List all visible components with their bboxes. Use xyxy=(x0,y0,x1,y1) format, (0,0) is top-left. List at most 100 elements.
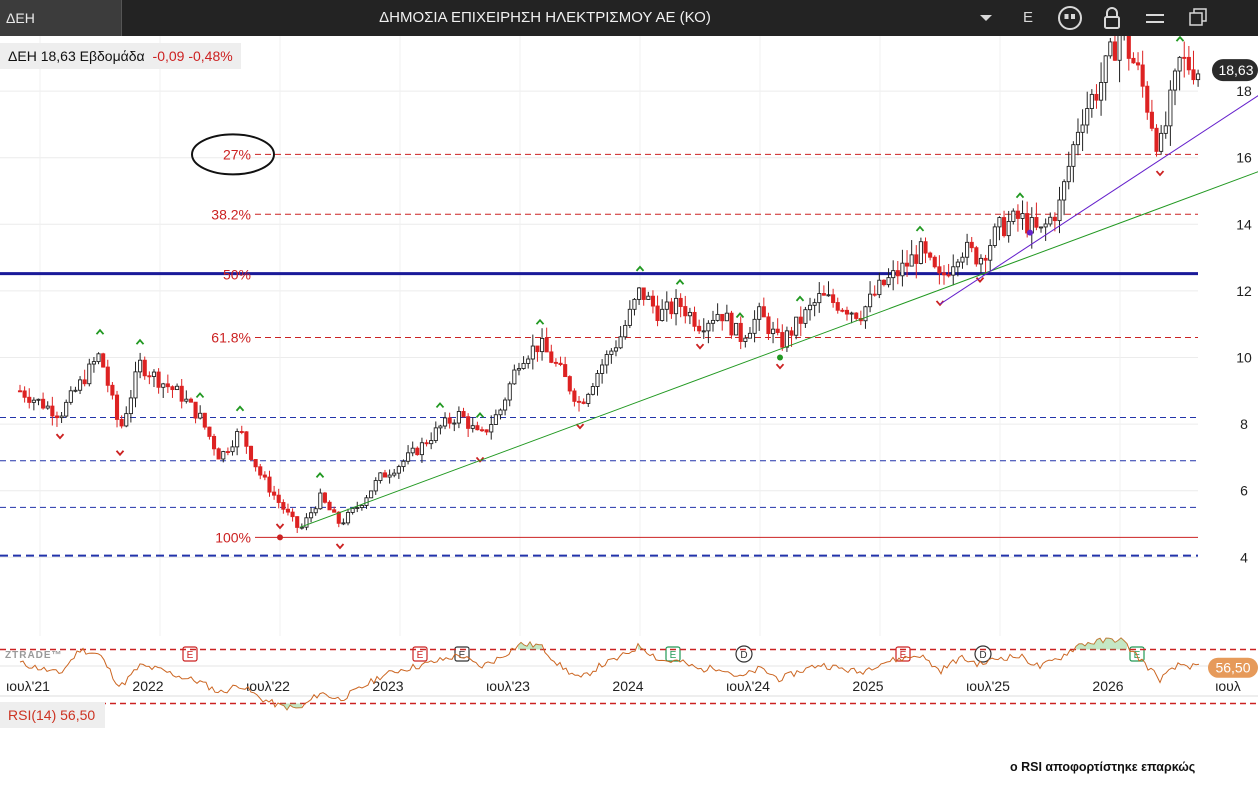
candle-down xyxy=(41,398,46,409)
candle-up xyxy=(1103,55,1108,83)
candle-down xyxy=(424,442,429,445)
swing-high-marker xyxy=(1015,192,1025,199)
anchor-dot-green xyxy=(777,354,783,361)
candle-up xyxy=(1085,108,1090,126)
candle-up xyxy=(1020,213,1025,219)
swing-low-marker xyxy=(335,543,345,550)
candle-down xyxy=(1131,57,1136,64)
candle-up xyxy=(817,293,822,304)
candle-up xyxy=(359,504,364,508)
swing-high-marker xyxy=(795,295,805,302)
candle-down xyxy=(253,459,258,468)
candle-down xyxy=(193,401,198,419)
swing-high-marker xyxy=(195,392,205,399)
candle-up xyxy=(396,466,401,474)
rsi-oversold-area xyxy=(281,703,302,710)
candle-up xyxy=(604,354,609,366)
y-tick-label: 18 xyxy=(1236,83,1252,99)
candle-up xyxy=(235,431,240,448)
candle-up xyxy=(807,304,813,311)
candle-down xyxy=(766,316,771,335)
swing-low-marker xyxy=(775,363,785,370)
candle-up xyxy=(59,415,64,419)
candle-up xyxy=(724,312,729,322)
chevron-down-icon[interactable] xyxy=(972,4,1000,32)
candle-down xyxy=(262,474,267,478)
candle-up xyxy=(627,308,632,326)
candle-up xyxy=(997,217,1002,228)
candle-up xyxy=(706,322,711,332)
minimize-icon[interactable] xyxy=(1141,4,1169,32)
candle-up xyxy=(886,277,891,286)
candle-down xyxy=(258,466,263,476)
candle-up xyxy=(442,417,448,427)
quote-icon[interactable] xyxy=(1056,4,1084,32)
candle-up xyxy=(350,507,355,513)
candle-down xyxy=(914,254,919,264)
candle-down xyxy=(54,415,60,419)
symbol-tab[interactable]: ΔΕΗ xyxy=(0,0,122,36)
x-tick-label: ιουλ'22 xyxy=(246,678,290,694)
candle-up xyxy=(198,412,203,419)
candle-up xyxy=(313,508,318,514)
candle-up xyxy=(1062,181,1067,201)
event-earnings-icon xyxy=(1129,646,1145,662)
lock-icon[interactable] xyxy=(1098,4,1126,32)
candle-down xyxy=(447,417,452,424)
candle-down xyxy=(101,353,106,368)
rsi-label-box: RSI(14) 56,50 xyxy=(0,702,106,728)
candle-down xyxy=(1094,93,1099,101)
candle-down xyxy=(1191,69,1196,81)
candle-up xyxy=(341,522,346,525)
swing-low-marker xyxy=(695,343,705,350)
candle-up xyxy=(124,413,129,427)
candle-down xyxy=(669,301,674,315)
candle-up xyxy=(1177,56,1182,72)
y-tick-label: 12 xyxy=(1236,283,1252,299)
price-chart[interactable]: 0%27%38.2%50%61.8%100% 46810121416182018… xyxy=(0,36,1258,798)
x-tick-label: 2024 xyxy=(612,678,643,694)
window-title: ΔΗΜΟΣΙΑ ΕΠΙΧΕΙΡΗΣΗ ΗΛΕΚΤΡΙΣΜΟΥ ΑΕ (ΚΟ) xyxy=(379,9,711,26)
candle-up xyxy=(757,306,762,320)
candle-down xyxy=(821,293,826,296)
rsi-overbought-area xyxy=(1076,637,1127,650)
swing-markers xyxy=(55,36,1185,550)
candle-up xyxy=(1066,165,1071,183)
rsi-note: ο RSI αποφορτίστηκε επαρκώς xyxy=(1010,760,1196,774)
candle-down xyxy=(1126,36,1131,59)
candle-down xyxy=(484,429,489,433)
candle-down xyxy=(775,328,780,333)
candle-up xyxy=(609,350,614,355)
fib-labels: 0%27%38.2%50%61.8%100% xyxy=(211,146,251,545)
candle-down xyxy=(1135,62,1141,66)
fib-label: 27% xyxy=(223,146,251,162)
candle-up xyxy=(378,472,383,481)
candle-up xyxy=(221,451,226,460)
candle-up xyxy=(687,311,692,317)
candle-down xyxy=(165,383,170,388)
candle-up xyxy=(918,241,923,264)
y-tick-label: 14 xyxy=(1236,216,1252,232)
candle-down xyxy=(27,396,32,403)
candle-down xyxy=(207,426,212,437)
candle-down xyxy=(1112,41,1117,61)
candle-up xyxy=(512,369,517,385)
swing-high-marker xyxy=(535,318,545,325)
minimize-icon-svg xyxy=(1146,14,1164,23)
rsi-line xyxy=(19,637,1200,711)
candle-up xyxy=(433,427,438,442)
candle-up xyxy=(345,511,351,524)
candle-down xyxy=(290,511,295,518)
candle-up xyxy=(419,442,424,456)
restore-icon[interactable] xyxy=(1184,4,1212,32)
candle-up xyxy=(1048,216,1053,225)
candle-down xyxy=(22,390,27,398)
e-button[interactable]: E xyxy=(1022,9,1033,26)
y-tick-label: 6 xyxy=(1240,483,1248,499)
candle-down xyxy=(179,385,184,402)
swing-high-marker xyxy=(735,312,745,319)
candle-up xyxy=(595,373,600,387)
y-tick-label: 16 xyxy=(1236,150,1252,166)
candle-up xyxy=(526,358,531,364)
swing-high-marker xyxy=(915,225,925,232)
